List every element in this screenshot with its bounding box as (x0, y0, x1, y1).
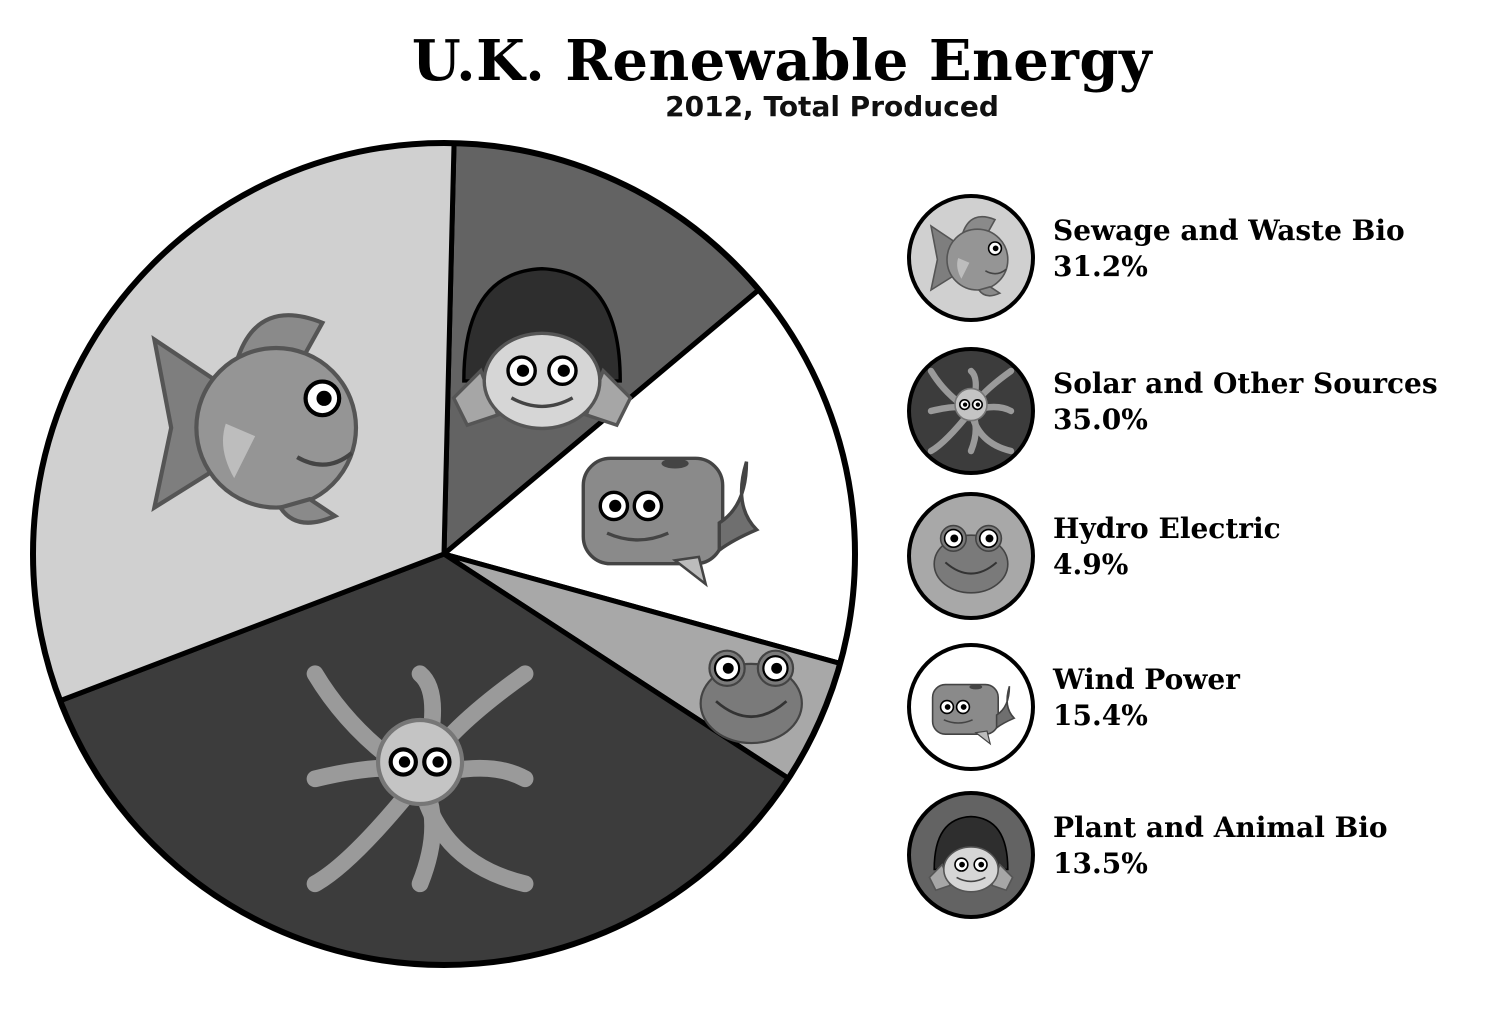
legend-item-sewage: Sewage and Waste Bio 31.2% (905, 192, 1505, 327)
chart-title: U.K. Renewable Energy (411, 28, 1153, 94)
legend-label: Wind Power (1053, 663, 1240, 696)
legend-value: 31.2% (1053, 250, 1148, 283)
legend-item-plant: Plant and Animal Bio 13.5% (905, 789, 1505, 924)
frog-icon (907, 492, 1035, 620)
whale-icon (581, 456, 760, 588)
chart-subtitle: 2012, Total Produced (665, 90, 999, 123)
legend-label: Plant and Animal Bio (1053, 811, 1388, 844)
legend-value: 35.0% (1053, 403, 1148, 436)
octopus-icon (907, 347, 1035, 475)
pie-chart (30, 140, 858, 968)
turtle-icon (907, 791, 1035, 919)
legend-item-wind: Wind Power 15.4% (905, 641, 1505, 776)
pie-icons (151, 267, 803, 893)
legend-label: Sewage and Waste Bio (1053, 214, 1405, 247)
legend-value: 4.9% (1053, 548, 1129, 581)
fish-icon (151, 313, 359, 525)
pie-outline (30, 140, 858, 968)
legend-label: Solar and Other Sources (1053, 367, 1438, 400)
legend-label: Hydro Electric (1053, 512, 1281, 545)
octopus-icon (306, 665, 534, 893)
frog-icon (699, 649, 803, 745)
legend-item-solar: Solar and Other Sources 35.0% (905, 345, 1505, 480)
legend-value: 13.5% (1053, 847, 1148, 880)
whale-icon (907, 643, 1035, 771)
legend-value: 15.4% (1053, 699, 1148, 732)
turtle-icon (451, 267, 633, 431)
fish-icon (907, 194, 1035, 322)
legend-item-hydro: Hydro Electric 4.9% (905, 490, 1505, 625)
